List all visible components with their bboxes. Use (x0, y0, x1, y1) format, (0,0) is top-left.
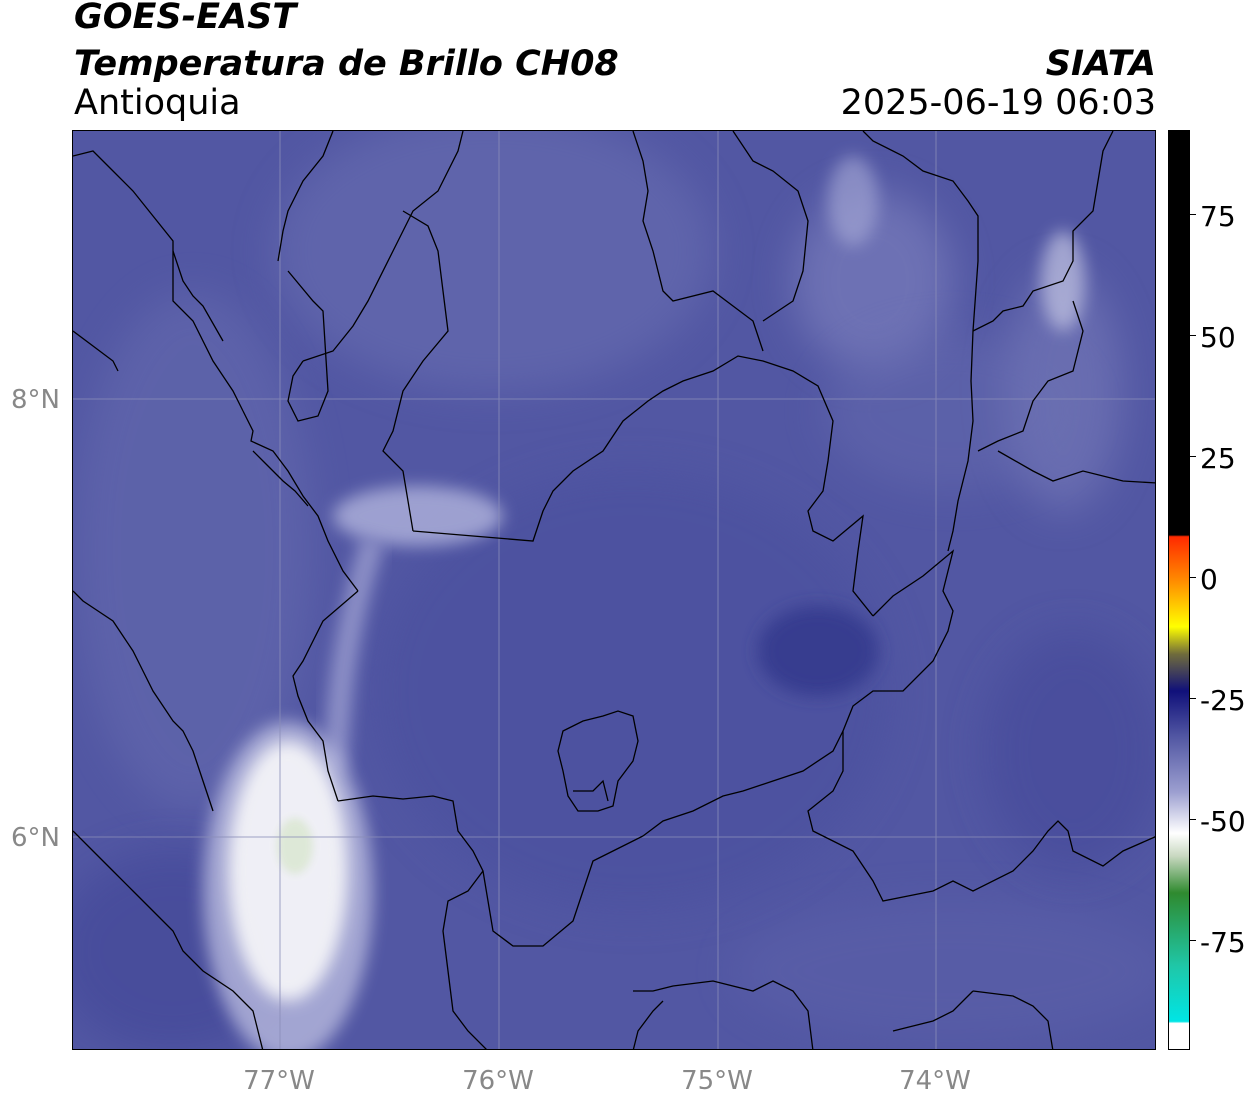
colorbar-label-minus25: -25 (1200, 684, 1246, 717)
colorbar-label-75: 75 (1200, 200, 1236, 233)
colorbar-label-25: 25 (1200, 442, 1236, 475)
lat-label-6n: 6°N (11, 823, 60, 853)
colorbar-gradient (1169, 131, 1189, 1049)
lat-label-8n: 8°N (11, 385, 60, 415)
colorbar-tick (1190, 577, 1196, 578)
colorbar-label-minus75: -75 (1200, 926, 1246, 959)
product-title: Temperatura de Brillo CH08 (74, 44, 619, 84)
colorbar-tick (1190, 819, 1196, 820)
satellite-title: GOES-EAST (74, 0, 297, 37)
brightness-field (73, 131, 1155, 1049)
lon-label-77w: 77°W (243, 1066, 315, 1096)
datetime-label: 2025-06-19 06:03 (840, 83, 1156, 123)
map-canvas (73, 131, 1155, 1049)
lon-label-76w: 76°W (462, 1066, 534, 1096)
admin-boundaries (73, 131, 1155, 1049)
colorbar-label-0: 0 (1200, 563, 1218, 596)
colorbar-tick (1190, 698, 1196, 699)
map-panel[interactable] (72, 130, 1156, 1050)
colorbar (1168, 130, 1190, 1050)
colorbar-tick (1190, 335, 1196, 336)
colorbar-tick (1190, 214, 1196, 215)
region-subtitle: Antioquia (74, 83, 241, 123)
colorbar-label-50: 50 (1200, 321, 1236, 354)
colorbar-label-minus50: -50 (1200, 805, 1246, 838)
graticule (73, 131, 1155, 1049)
brand-label: SIATA (1045, 44, 1156, 84)
colorbar-tick (1190, 456, 1196, 457)
lon-label-74w: 74°W (899, 1066, 971, 1096)
colorbar-tick (1190, 940, 1196, 941)
lon-label-75w: 75°W (681, 1066, 753, 1096)
